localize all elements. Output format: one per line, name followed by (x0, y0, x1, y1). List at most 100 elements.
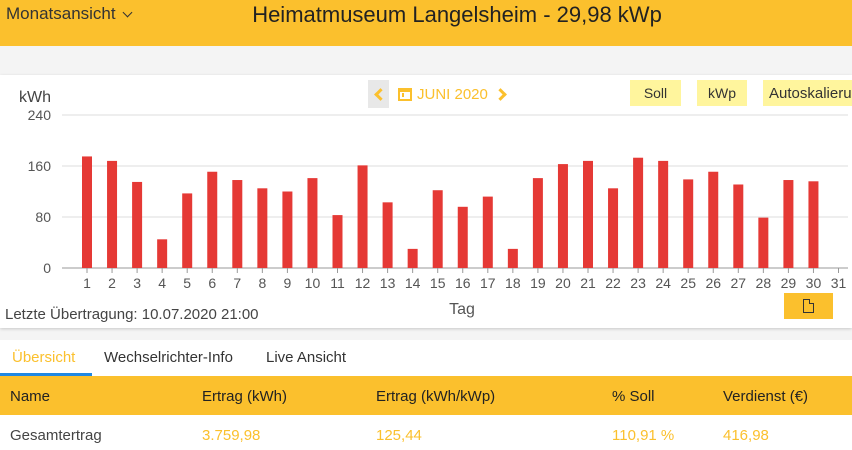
calendar-icon (398, 87, 412, 101)
bar (532, 178, 543, 268)
bar (507, 248, 518, 268)
y-axis-label: kWh (19, 89, 51, 106)
x-tick-label: 27 (731, 275, 747, 291)
x-tick-label: 9 (284, 275, 292, 291)
bar (107, 160, 118, 268)
bar (157, 239, 168, 268)
column-header-earnings: Verdienst (€) (723, 388, 809, 405)
bar (557, 164, 568, 268)
table-row: Gesamtertrag 3.759,98 125,44 110,91 % 41… (0, 415, 852, 450)
previous-month-button[interactable] (368, 80, 389, 108)
x-tick-label: 20 (555, 275, 571, 291)
x-tick-label: 22 (605, 275, 621, 291)
autoscale-toggle-button[interactable]: Autoskalierung (763, 80, 852, 106)
x-tick-label: 29 (781, 275, 797, 291)
tab-overview[interactable]: Übersicht (12, 349, 76, 366)
bar (658, 160, 669, 268)
x-tick-label: 6 (208, 275, 216, 291)
month-label: JUNI 2020 (417, 85, 488, 103)
bar (708, 171, 719, 268)
tab-live-view[interactable]: Live Ansicht (266, 349, 347, 366)
x-tick-label: 17 (480, 275, 496, 291)
summary-table-header: Name Ertrag (kWh) Ertrag (kWh/kWp) % Sol… (0, 376, 852, 415)
x-tick-label: 16 (455, 275, 471, 291)
x-tick-label: 7 (233, 275, 241, 291)
column-header-yield: Ertrag (kWh) (202, 388, 288, 405)
kwp-toggle-button[interactable]: kWp (697, 80, 747, 106)
bar (733, 184, 744, 268)
x-tick-label: 25 (680, 275, 696, 291)
x-tick-label: 10 (305, 275, 321, 291)
active-tab-indicator (0, 373, 92, 376)
y-tick-label: 240 (28, 107, 52, 123)
row-target-percent: 110,91 % (612, 427, 675, 444)
x-tick-label: 24 (655, 275, 671, 291)
bar (257, 188, 268, 268)
bar (82, 156, 92, 268)
bar (382, 202, 393, 268)
x-tick-label: 19 (530, 275, 546, 291)
y-tick-label: 160 (28, 158, 52, 174)
x-tick-label: 14 (405, 275, 421, 291)
bar (232, 180, 243, 268)
top-bar: Monatsansicht Heimatmuseum Langelsheim -… (0, 0, 852, 46)
column-header-target-percent: % Soll (612, 388, 655, 405)
x-tick-label: 13 (380, 275, 396, 291)
bar (583, 160, 593, 268)
bar (407, 248, 418, 268)
row-name: Gesamtertrag (10, 427, 102, 444)
x-tick-label: 2 (108, 275, 116, 291)
bar (207, 171, 218, 268)
pdf-file-icon (803, 298, 815, 313)
x-tick-label: 21 (580, 275, 596, 291)
bar (482, 196, 493, 268)
bar (357, 165, 368, 268)
row-yield: 3.759,98 (202, 427, 261, 444)
x-tick-label: 11 (330, 275, 345, 291)
x-axis-label: Tag (449, 301, 475, 318)
column-header-specific-yield: Ertrag (kWh/kWp) (376, 388, 496, 405)
bar (608, 188, 619, 268)
x-tick-label: 26 (705, 275, 721, 291)
pdf-export-button[interactable] (784, 293, 833, 319)
x-tick-label: 31 (831, 275, 847, 291)
column-header-name: Name (10, 388, 51, 405)
x-tick-label: 12 (355, 275, 371, 291)
bar (132, 181, 143, 268)
bar (683, 179, 694, 268)
month-picker[interactable]: JUNI 2020 (398, 86, 488, 103)
x-tick-label: 18 (505, 275, 521, 291)
bar (783, 180, 794, 268)
month-navigation: JUNI 2020 (368, 80, 513, 108)
tab-inverter-info[interactable]: Wechselrichter-Info (104, 349, 233, 366)
x-tick-label: 15 (430, 275, 446, 291)
x-tick-label: 23 (630, 275, 646, 291)
bar (307, 178, 318, 268)
x-tick-label: 1 (83, 275, 91, 291)
y-tick-label: 0 (43, 260, 51, 276)
row-specific-yield: 125,44 (376, 427, 422, 444)
tab-bar: Übersicht Wechselrichter-Info Live Ansic… (0, 340, 852, 376)
x-tick-label: 30 (806, 275, 822, 291)
x-tick-label: 8 (258, 275, 266, 291)
x-tick-label: 5 (183, 275, 191, 291)
bar (758, 217, 769, 268)
bar (633, 157, 644, 268)
x-tick-label: 3 (133, 275, 141, 291)
bar (332, 215, 343, 268)
view-mode-select[interactable]: Monatsansicht (6, 3, 133, 25)
y-tick-label: 80 (35, 209, 51, 225)
bar (808, 181, 819, 268)
x-tick-label: 4 (158, 275, 166, 291)
bar (457, 206, 468, 268)
soll-toggle-button[interactable]: Soll (630, 80, 681, 106)
row-earnings: 416,98 (723, 427, 769, 444)
x-tick-label: 28 (756, 275, 772, 291)
page-title: Heimatmuseum Langelsheim - 29,98 kWp (252, 2, 662, 27)
bar (282, 191, 293, 268)
bar (432, 190, 443, 268)
view-mode-label: Monatsansicht (6, 4, 116, 23)
last-transfer-status: Letzte Übertragung: 10.07.2020 21:00 (5, 306, 259, 323)
bar (182, 193, 193, 268)
